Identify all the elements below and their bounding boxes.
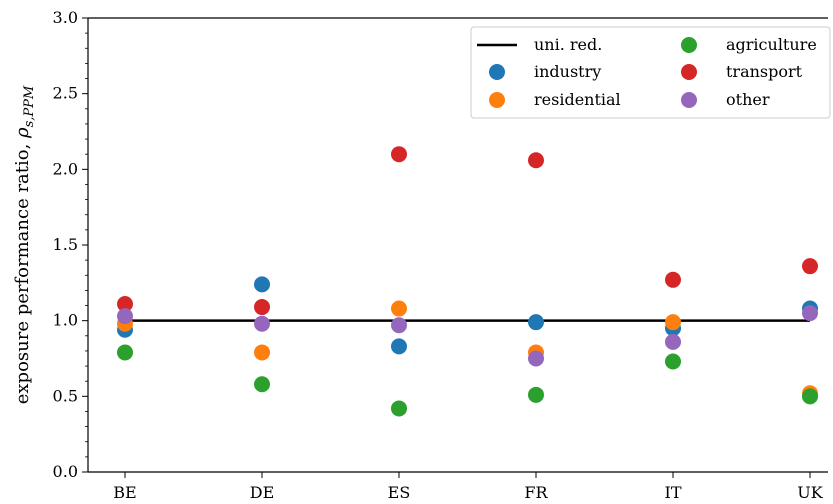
legend-marker-other — [681, 92, 697, 108]
legend-marker-transport — [681, 64, 697, 80]
point-other-es — [391, 317, 407, 334]
y-axis-label-text: exposure performance ratio, — [12, 138, 33, 404]
x-tick-label-de: DE — [250, 483, 275, 502]
data-points — [117, 146, 818, 417]
point-other-uk — [802, 305, 818, 322]
y-axis-label-subscript: s,PPM — [22, 85, 37, 127]
legend-marker-agriculture — [681, 37, 697, 53]
y-axis-label-symbol: ρ — [12, 127, 33, 139]
x-tick-label-be: BE — [113, 483, 136, 502]
point-residential-de — [254, 344, 270, 361]
y-tick-label: 3.0 — [53, 8, 78, 27]
x-tick-label-uk: UK — [797, 483, 823, 502]
legend-label-industry: industry — [534, 62, 601, 81]
point-other-be — [117, 308, 133, 325]
point-agriculture-fr — [528, 386, 544, 403]
legend-marker-residential — [489, 92, 505, 108]
legend-label-transport: transport — [726, 62, 803, 81]
point-other-it — [665, 333, 681, 350]
point-industry-fr — [528, 314, 544, 331]
y-tick-label: 1.0 — [53, 311, 78, 330]
y-tick-label: 1.5 — [53, 235, 78, 254]
legend-label-residential: residential — [534, 90, 621, 109]
x-tick-label-it: IT — [665, 483, 682, 502]
legend-box — [470, 26, 831, 119]
y-tick-label: 2.5 — [53, 84, 78, 103]
point-industry-es — [391, 338, 407, 355]
y-tick-label: 0.0 — [53, 462, 78, 481]
legend-marker-industry — [489, 64, 505, 80]
point-residential-es — [391, 300, 407, 317]
point-agriculture-de — [254, 376, 270, 393]
point-industry-de — [254, 276, 270, 293]
point-transport-es — [391, 146, 407, 163]
point-transport-uk — [802, 258, 818, 275]
x-tick-label-fr: FR — [524, 483, 548, 502]
legend-label-uni-red: uni. red. — [534, 35, 602, 54]
point-agriculture-be — [117, 344, 133, 361]
point-agriculture-es — [391, 400, 407, 417]
point-residential-it — [665, 314, 681, 331]
x-tick-label-es: ES — [388, 483, 411, 502]
point-transport-de — [254, 299, 270, 316]
y-axis-label: exposure performance ratio, ρs,PPM — [12, 85, 37, 404]
y-tick-label: 2.0 — [53, 159, 78, 178]
y-tick-label: 0.5 — [53, 386, 78, 405]
legend: uni. red. industry residential agriculture t… — [470, 26, 831, 119]
axes: 0.0 0.5 1.0 1.5 2.0 2.5 3.0 BE DE ES FR IT UK — [53, 8, 828, 502]
legend-label-other: other — [726, 90, 770, 109]
point-agriculture-uk — [802, 388, 818, 405]
point-other-fr — [528, 350, 544, 367]
point-transport-it — [665, 271, 681, 288]
point-transport-fr — [528, 152, 544, 169]
point-other-de — [254, 315, 270, 332]
legend-label-agriculture: agriculture — [726, 35, 817, 54]
point-agriculture-it — [665, 353, 681, 370]
point-transport-be — [117, 296, 133, 313]
